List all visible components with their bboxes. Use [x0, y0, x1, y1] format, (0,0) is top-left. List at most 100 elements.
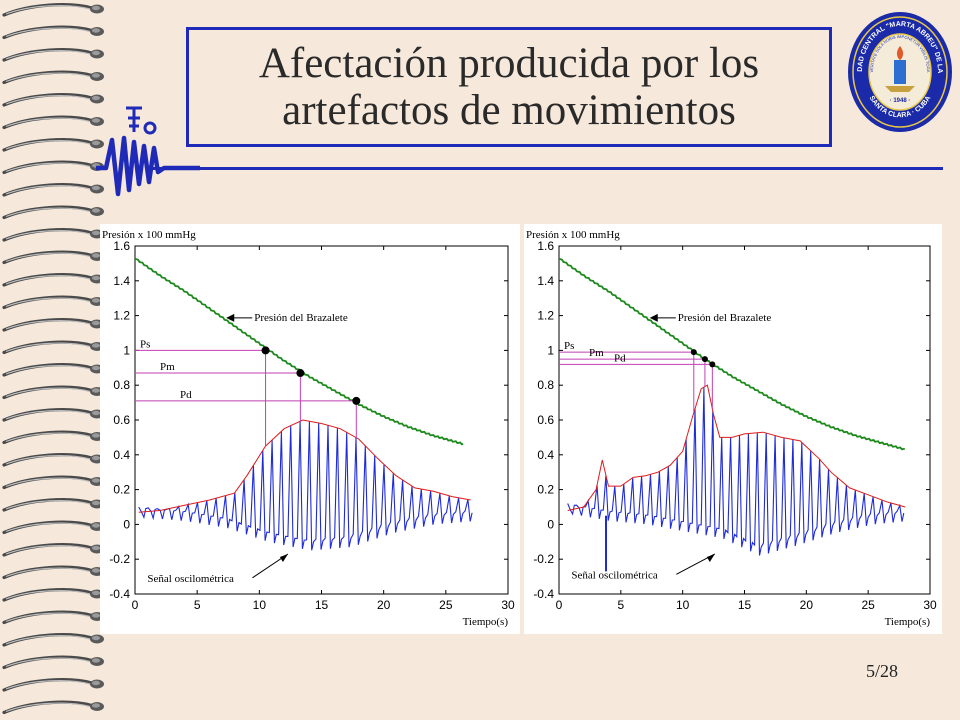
y-tick-label: 0.4	[537, 448, 554, 462]
y-tick-label: 1.2	[537, 309, 554, 323]
title-line-2: artefactos de movimientos	[282, 87, 736, 134]
binding-ring	[2, 430, 104, 445]
mean-point	[701, 356, 708, 363]
cuff-annotation: Presión del Brazalete	[678, 312, 772, 324]
spiral-binding	[2, 3, 104, 715]
university-seal: UNIVERSIDAD CENTRAL "MARTA ABREU" DE LAS…	[845, 8, 952, 132]
signal-annotation: Señal oscilométrica	[571, 569, 658, 581]
x-tick-label: 30	[923, 598, 937, 612]
binding-ring	[2, 3, 104, 17]
signal-arrowhead	[706, 553, 715, 562]
signal-arrowhead	[279, 553, 288, 562]
binding-ring	[2, 700, 104, 715]
binding-ring	[2, 273, 104, 287]
cuff-arrowhead	[226, 313, 235, 322]
y-tick-label: 0.8	[537, 378, 554, 392]
diastolic-label: Pd	[614, 352, 626, 364]
chart-normal: 0 5 10 15 20 25 30 -0.4 -0.2 0 0.2 0.4 0.6 0.8 1 1.2 1.4…	[100, 224, 520, 634]
oscillometric-signal	[567, 387, 905, 556]
y-tick-label: 1.6	[537, 239, 554, 253]
binding-ring	[2, 340, 104, 355]
y-tick-label: 1.6	[113, 239, 130, 253]
y-tick-label: 0.6	[113, 413, 130, 427]
cuff-pressure-curve	[558, 258, 905, 451]
binding-ring	[2, 543, 104, 557]
page-number: 5/28	[866, 661, 899, 681]
binding-ring	[2, 633, 104, 647]
mean-label: Pm	[160, 361, 175, 373]
plot-frame	[558, 245, 931, 595]
y-tick-label: 1	[547, 343, 554, 357]
binding-ring	[2, 93, 104, 107]
y-tick-label: 0.6	[537, 413, 554, 427]
binding-ring	[2, 115, 104, 130]
binding-ring	[2, 160, 104, 175]
diastolic-point	[709, 361, 716, 368]
cuff-arrowhead	[649, 313, 658, 322]
x-tick-label: 5	[194, 598, 201, 612]
y-tick-label: 0.2	[113, 483, 130, 497]
x-tick-label: 30	[501, 598, 515, 612]
y-tick-label: -0.4	[109, 587, 130, 601]
y-tick-label: 0	[123, 517, 130, 531]
x-tick-label: 25	[861, 598, 875, 612]
binding-ring	[2, 25, 104, 40]
y-tick-label: 0.2	[537, 483, 554, 497]
signal-envelope	[138, 419, 471, 513]
y-tick-label: 1.2	[113, 309, 130, 323]
diastolic-label: Pd	[180, 389, 192, 401]
x-axis-label: Tiempo(s)	[463, 616, 509, 628]
x-tick-label: 5	[617, 598, 624, 612]
plot-frame	[134, 245, 509, 595]
y-tick-label: 1.4	[113, 274, 130, 288]
mean-label: Pm	[589, 347, 604, 359]
x-tick-label: 20	[800, 598, 814, 612]
binding-ring	[2, 363, 104, 377]
y-tick-label: 0	[547, 517, 554, 531]
x-tick-label: 0	[132, 598, 139, 612]
binding-ring	[2, 498, 104, 512]
binding-ring	[2, 588, 104, 602]
x-tick-label: 20	[377, 598, 391, 612]
binding-ring	[2, 70, 104, 85]
systolic-label: Ps	[140, 338, 150, 350]
x-tick-label: 0	[556, 598, 563, 612]
binding-ring	[2, 295, 104, 310]
x-tick-label: 25	[439, 598, 453, 612]
y-tick-label: 1.4	[537, 274, 554, 288]
binding-ring	[2, 565, 104, 580]
y-tick-label: 1	[123, 343, 130, 357]
binding-ring	[2, 138, 104, 152]
signal-annotation: Señal oscilométrica	[147, 573, 234, 585]
binding-ring	[2, 678, 104, 692]
x-tick-label: 10	[253, 598, 267, 612]
chart-artifacts: 0 5 10 15 20 25 30 -0.4 -0.2 0 0.2 0.4 0.6 0.8 1 1.2 1.4…	[524, 224, 942, 634]
signal-envelope	[567, 384, 906, 511]
mean-point	[296, 369, 305, 378]
cuff-annotation: Presión del Brazalete	[254, 312, 348, 324]
title-underline	[150, 167, 943, 170]
cuff-pressure-curve	[134, 258, 464, 446]
binding-ring	[2, 48, 104, 62]
binding-ring	[2, 408, 104, 422]
binding-ring	[2, 475, 104, 490]
binding-ring	[2, 228, 104, 242]
binding-ring	[2, 655, 104, 670]
title-line-1: Afectación producida por los	[258, 40, 760, 87]
seal-year: · 1948 ·	[890, 98, 911, 104]
y-tick-label: -0.2	[109, 552, 130, 566]
binding-ring	[2, 385, 104, 400]
y-tick-label: -0.4	[533, 587, 554, 601]
systolic-point	[690, 349, 697, 356]
x-axis-label: Tiempo(s)	[885, 616, 931, 628]
binding-ring	[2, 183, 104, 197]
diastolic-point	[352, 396, 361, 405]
binding-ring	[2, 205, 104, 220]
y-axis-label: Presión x 100 mmHg	[102, 229, 196, 241]
y-tick-label: -0.2	[533, 552, 554, 566]
x-tick-label: 15	[738, 598, 752, 612]
y-tick-label: 0.4	[113, 448, 130, 462]
binding-ring	[2, 520, 104, 535]
x-tick-label: 15	[315, 598, 329, 612]
y-axis-label: Presión x 100 mmHg	[526, 229, 620, 241]
